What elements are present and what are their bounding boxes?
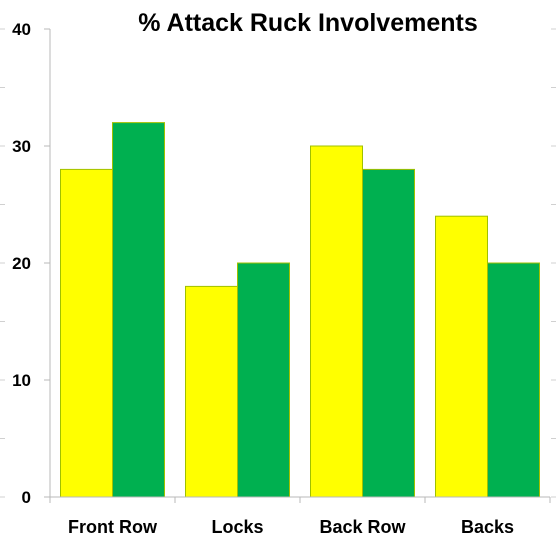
y-tick-label: 0 (22, 488, 31, 507)
bar-backs-series-2 (487, 262, 540, 498)
bar-locks-series-1 (185, 285, 238, 498)
y-axis: 0 10 20 30 40 (0, 20, 556, 507)
x-category-label: Back Row (319, 517, 406, 537)
bar-front-row-series-2 (112, 122, 165, 498)
x-category-label: Backs (461, 517, 514, 537)
bar-front-row-series-1 (60, 168, 113, 498)
bar-back-row-series-1 (310, 145, 363, 498)
bars (60, 122, 540, 498)
x-category-label: Front Row (68, 517, 158, 537)
y-tick-label: 40 (12, 20, 31, 39)
chart-title: % Attack Ruck Involvements (138, 9, 477, 37)
bar-back-row-series-2 (362, 168, 415, 498)
bar-locks-series-2 (237, 262, 290, 498)
y-tick-label: 10 (12, 371, 31, 390)
y-tick-label: 20 (12, 254, 31, 273)
x-category-label: Locks (211, 517, 263, 537)
bar-backs-series-1 (435, 215, 488, 498)
y-tick-label: 30 (12, 137, 31, 156)
x-axis: Front Row Locks Back Row Backs (49, 497, 551, 537)
